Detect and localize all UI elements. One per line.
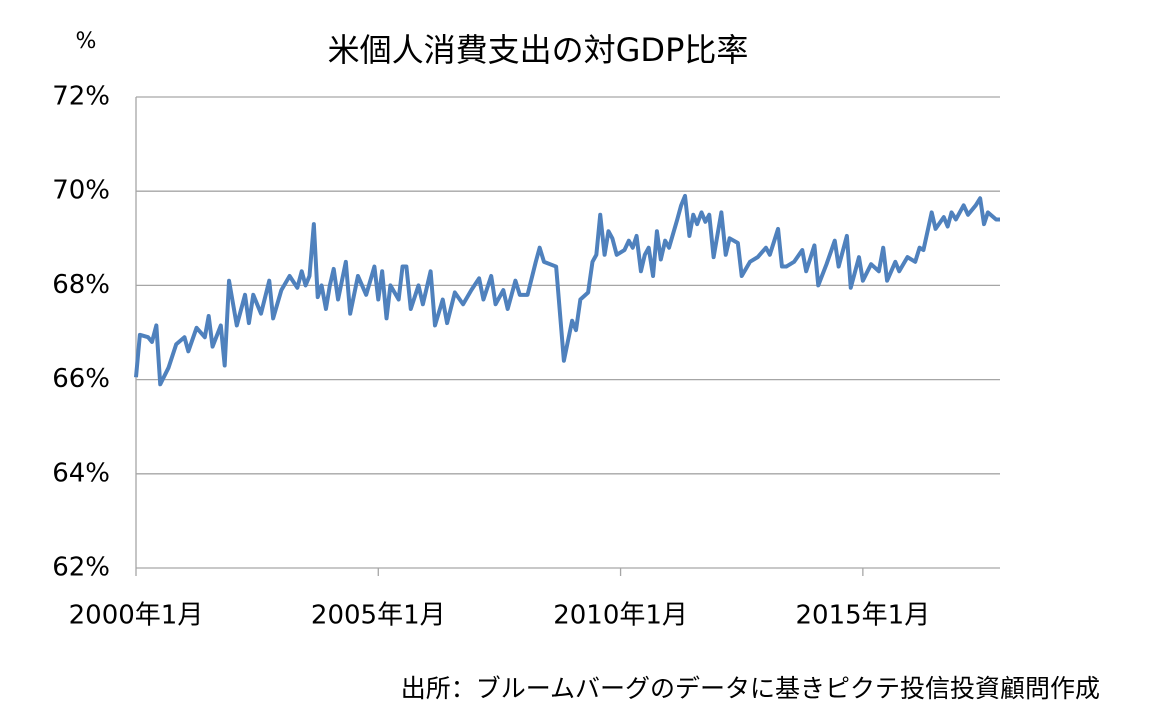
y-tick-label: 70% (52, 176, 110, 206)
y-axis-label: % (76, 29, 97, 54)
source-note: 出所：ブルームバーグのデータに基きピクテ投信投資顧問作成 (401, 674, 1100, 703)
y-tick-label: 72% (52, 82, 110, 112)
x-tick-label: 2015年1月 (796, 601, 931, 631)
x-tick-label: 2010年1月 (553, 601, 688, 631)
y-tick-label: 66% (52, 364, 110, 394)
y-tick-label: 64% (52, 458, 110, 488)
data-line (134, 193, 1000, 387)
x-tick-label: 2005年1月 (311, 601, 446, 631)
x-tick-label: 2000年1月 (69, 601, 204, 631)
chart-title: 米個人消費支出の対GDP比率 (328, 31, 749, 69)
y-tick-label: 68% (52, 270, 110, 300)
y-tick-label: 62% (52, 553, 110, 583)
